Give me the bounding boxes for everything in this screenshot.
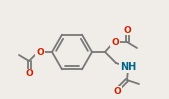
Text: O: O xyxy=(123,26,131,34)
Text: O: O xyxy=(113,87,121,96)
Text: NH: NH xyxy=(120,62,136,72)
Text: O: O xyxy=(111,38,119,47)
Text: O: O xyxy=(36,48,44,57)
Text: O: O xyxy=(25,69,33,79)
